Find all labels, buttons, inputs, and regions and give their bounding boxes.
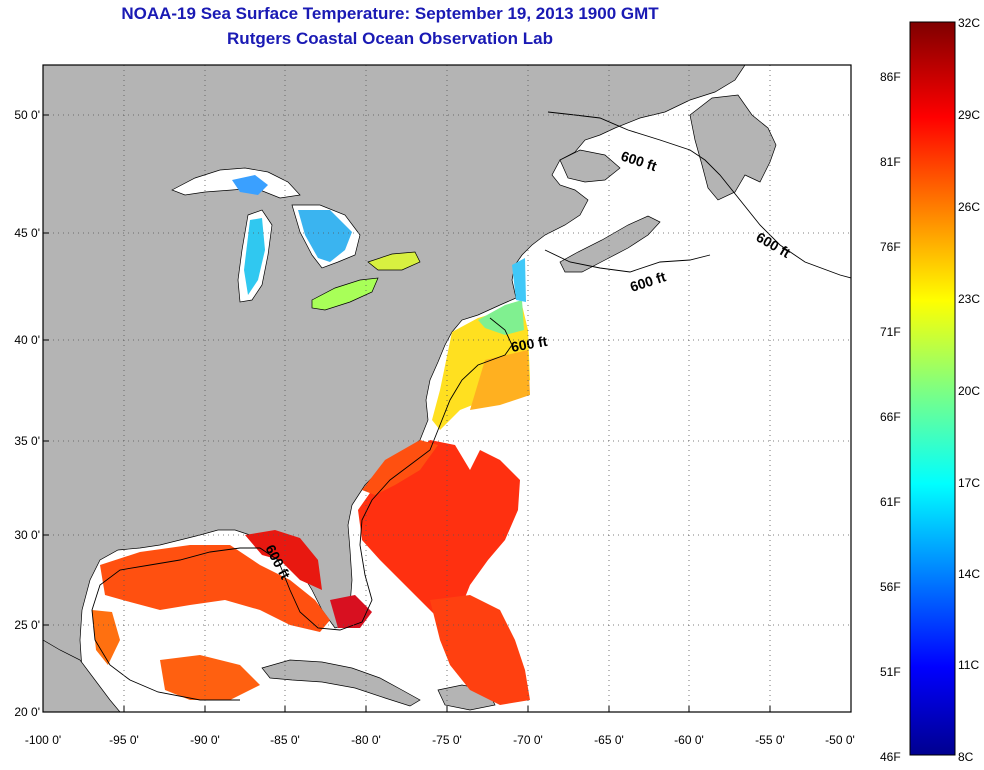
- lat-tick-25: 25 0': [14, 618, 40, 632]
- map-title: NOAA-19 Sea Surface Temperature: Septemb…: [121, 4, 659, 23]
- cb-f-71: 71F: [880, 325, 901, 339]
- cb-c-20: 20C: [958, 384, 981, 398]
- cb-c-29: 29C: [958, 108, 981, 122]
- cb-f-76: 76F: [880, 240, 901, 254]
- cb-f-66: 66F: [880, 410, 901, 424]
- cb-f-81: 81F: [880, 155, 901, 169]
- land-nova-scotia: [559, 215, 661, 273]
- land-gaspe: [559, 149, 621, 183]
- sst-gulf-central: [100, 545, 330, 632]
- cb-f-61: 61F: [880, 495, 901, 509]
- lon-tick-100: -100 0': [24, 733, 62, 747]
- lat-tick-35: 35 0': [14, 434, 40, 448]
- lake-michigan-sst: [244, 218, 265, 295]
- lat-tick-20: 20 0': [14, 705, 40, 719]
- sst-gulf-stream: [358, 440, 520, 620]
- sst-keys: [330, 595, 372, 628]
- cb-c-32: 32C: [958, 16, 981, 30]
- lake-erie: [311, 277, 379, 311]
- cb-c-11: 11C: [958, 658, 980, 672]
- cb-c-17: 17C: [958, 476, 981, 490]
- sst-new-england: [478, 300, 524, 335]
- cb-f-46: 46F: [880, 750, 901, 764]
- cb-f-86: 86F: [880, 70, 901, 84]
- lon-tick-50: -50 0': [825, 733, 855, 747]
- cb-f-56: 56F: [880, 580, 901, 594]
- lat-tick-50: 50 0': [14, 108, 40, 122]
- cb-c-23: 23C: [958, 292, 981, 306]
- land-cuba: [261, 659, 421, 707]
- lon-tick-75: -75 0': [432, 733, 462, 747]
- isobath-label-4: 600 ft: [510, 333, 549, 355]
- sst-mid-atlantic: [432, 305, 530, 430]
- cb-c-8: 8C: [958, 750, 974, 764]
- land-newfoundland: [689, 94, 777, 201]
- land-yucatan: [43, 639, 121, 712]
- lat-tick-45: 45 0': [14, 226, 40, 240]
- lake-huron-sst: [298, 210, 352, 262]
- lon-tick-90: -90 0': [190, 733, 220, 747]
- sst-gulf-of-maine: [512, 258, 526, 302]
- sst-yucatan: [160, 655, 260, 700]
- cb-c-14: 14C: [958, 567, 981, 581]
- map-subtitle: Rutgers Coastal Ocean Observation Lab: [227, 29, 553, 48]
- lon-tick-70: -70 0': [513, 733, 543, 747]
- cb-c-26: 26C: [958, 200, 981, 214]
- lon-tick-55: -55 0': [755, 733, 785, 747]
- lake-ontario: [367, 251, 421, 271]
- lon-tick-95: -95 0': [109, 733, 139, 747]
- sst-shelf-break: [470, 350, 530, 410]
- lon-tick-60: -60 0': [674, 733, 704, 747]
- lat-tick-40: 40 0': [14, 333, 40, 347]
- sst-bahamas: [430, 595, 530, 705]
- colorbar: [909, 21, 956, 756]
- sst-carolina: [362, 440, 438, 495]
- lake-superior-sst: [232, 175, 268, 195]
- sst-gulf-north: [245, 530, 322, 590]
- lon-tick-65: -65 0': [594, 733, 624, 747]
- isobath-600ft: [547, 111, 851, 279]
- cb-f-51: 51F: [880, 665, 901, 679]
- lon-tick-80: -80 0': [351, 733, 381, 747]
- sst-gulf-west: [92, 610, 120, 665]
- lat-tick-30: 30 0': [14, 528, 40, 542]
- lon-tick-85: -85 0': [270, 733, 300, 747]
